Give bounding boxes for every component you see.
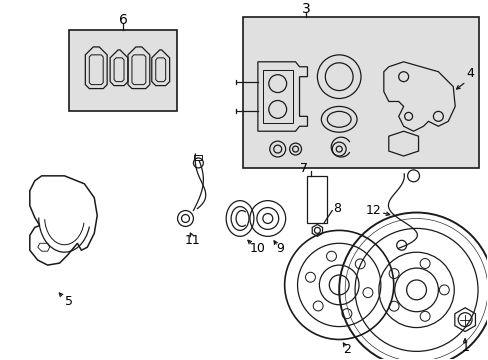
Text: 10: 10: [249, 242, 265, 255]
Text: 1: 1: [460, 341, 468, 354]
Text: 5: 5: [65, 295, 73, 308]
Text: 3: 3: [302, 2, 310, 16]
Text: 6: 6: [119, 13, 127, 27]
Text: 12: 12: [366, 204, 381, 217]
Text: 7: 7: [300, 162, 308, 175]
Bar: [69, 30, 176, 111]
Bar: [243, 17, 478, 168]
Text: 11: 11: [184, 234, 200, 247]
Text: 4: 4: [465, 67, 473, 80]
Text: 9: 9: [275, 242, 283, 255]
Text: 8: 8: [332, 202, 341, 215]
Text: 2: 2: [343, 343, 350, 356]
